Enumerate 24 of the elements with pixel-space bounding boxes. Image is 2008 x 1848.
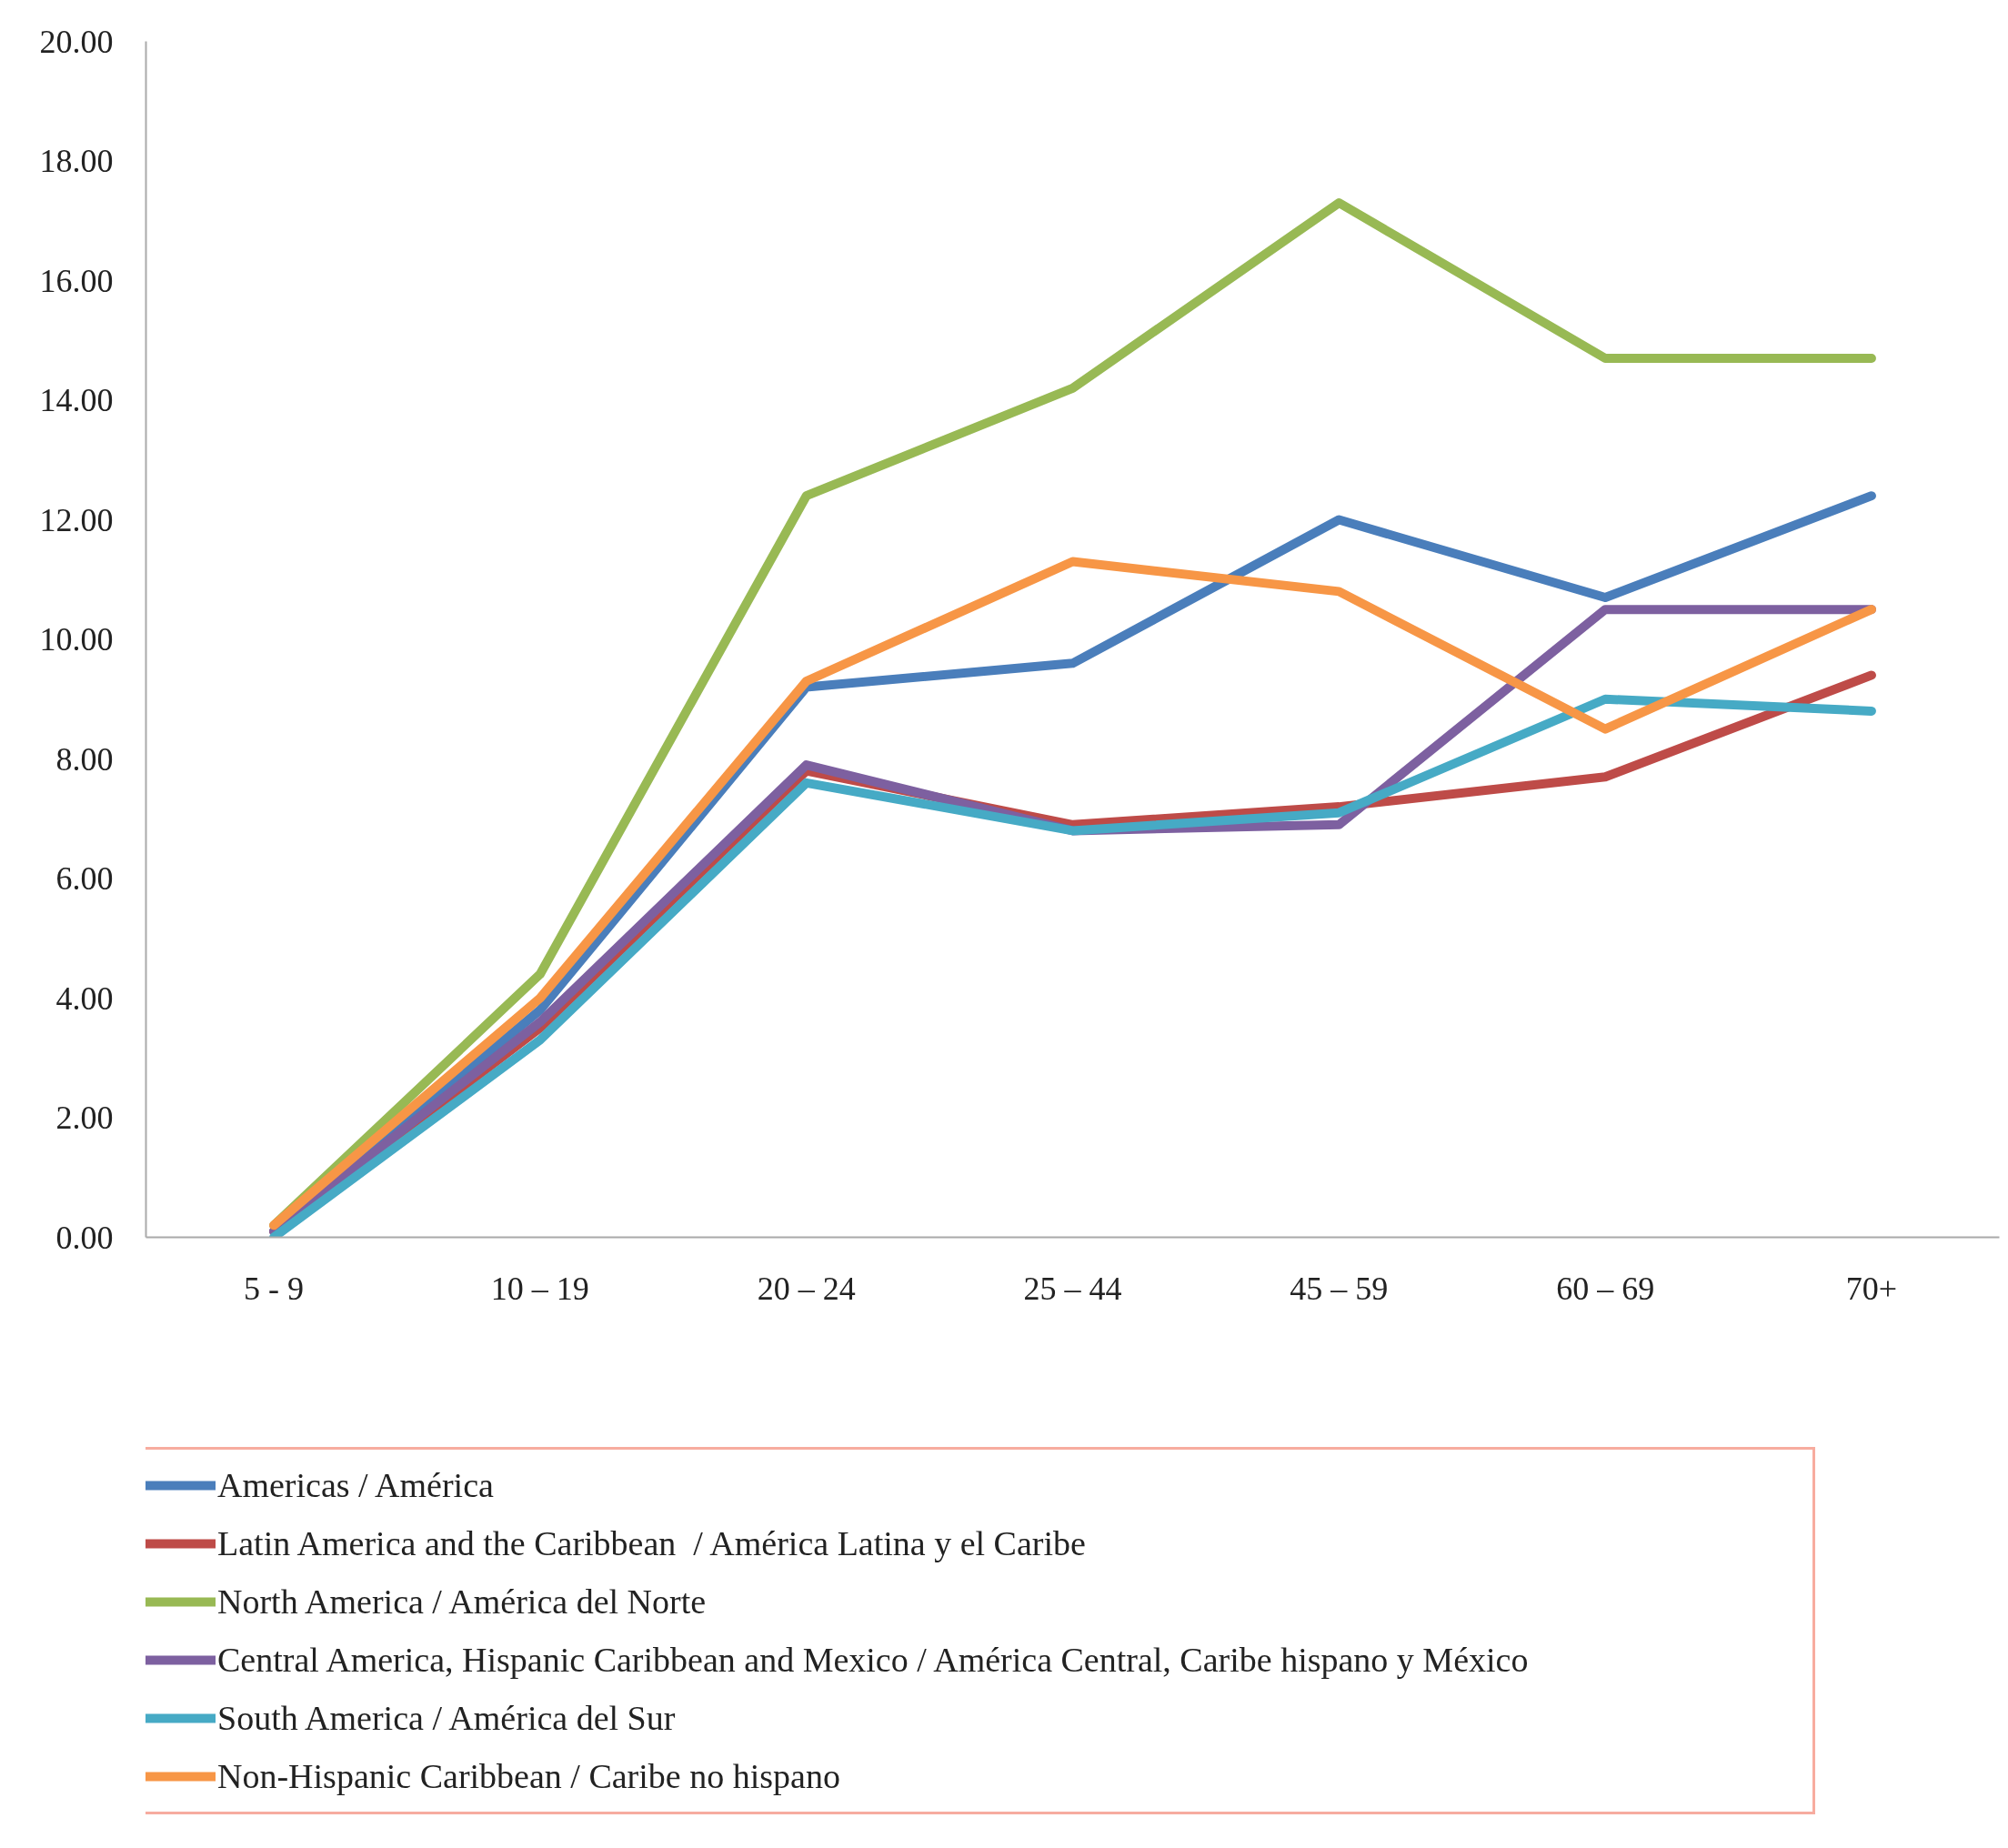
x-tick-label: 60 – 69 xyxy=(1556,1270,1655,1307)
x-tick-label: 5 - 9 xyxy=(244,1270,305,1307)
y-tick-label: 2.00 xyxy=(55,1100,114,1136)
y-tick-label: 0.00 xyxy=(55,1219,114,1256)
legend-label: Non-Hispanic Caribbean / Caribe no hispano xyxy=(217,1756,841,1797)
y-tick-label: 16.00 xyxy=(39,262,114,299)
y-tick-label: 14.00 xyxy=(39,382,114,418)
legend-label: Latin America and the Caribbean / América Latina y el Caribe xyxy=(217,1523,1087,1564)
y-tick-label: 20.00 xyxy=(39,23,114,60)
y-tick-label: 12.00 xyxy=(39,501,114,538)
y-tick-label: 6.00 xyxy=(55,860,114,897)
x-tick-label: 45 – 59 xyxy=(1290,1270,1389,1307)
y-tick-label: 8.00 xyxy=(55,740,114,778)
y-tick-label: 4.00 xyxy=(55,979,114,1017)
y-tick-label: 10.00 xyxy=(39,621,114,658)
legend-label: North America / América del Norte xyxy=(217,1582,708,1622)
x-tick-label: 25 – 44 xyxy=(1023,1270,1122,1307)
x-tick-label: 10 – 19 xyxy=(490,1270,589,1307)
legend-label: Americas / América xyxy=(217,1465,495,1506)
legend-label: South America / América del Sur xyxy=(217,1698,677,1739)
y-tick-label: 18.00 xyxy=(39,143,114,179)
x-tick-label: 70+ xyxy=(1845,1270,1898,1307)
x-tick-label: 20 – 24 xyxy=(757,1270,856,1307)
legend-label: Central America, Hispanic Caribbean and Mexico / América Central, Caribe hispano y México xyxy=(217,1640,1530,1681)
